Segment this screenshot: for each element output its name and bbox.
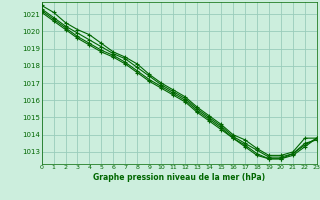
X-axis label: Graphe pression niveau de la mer (hPa): Graphe pression niveau de la mer (hPa)	[93, 173, 265, 182]
